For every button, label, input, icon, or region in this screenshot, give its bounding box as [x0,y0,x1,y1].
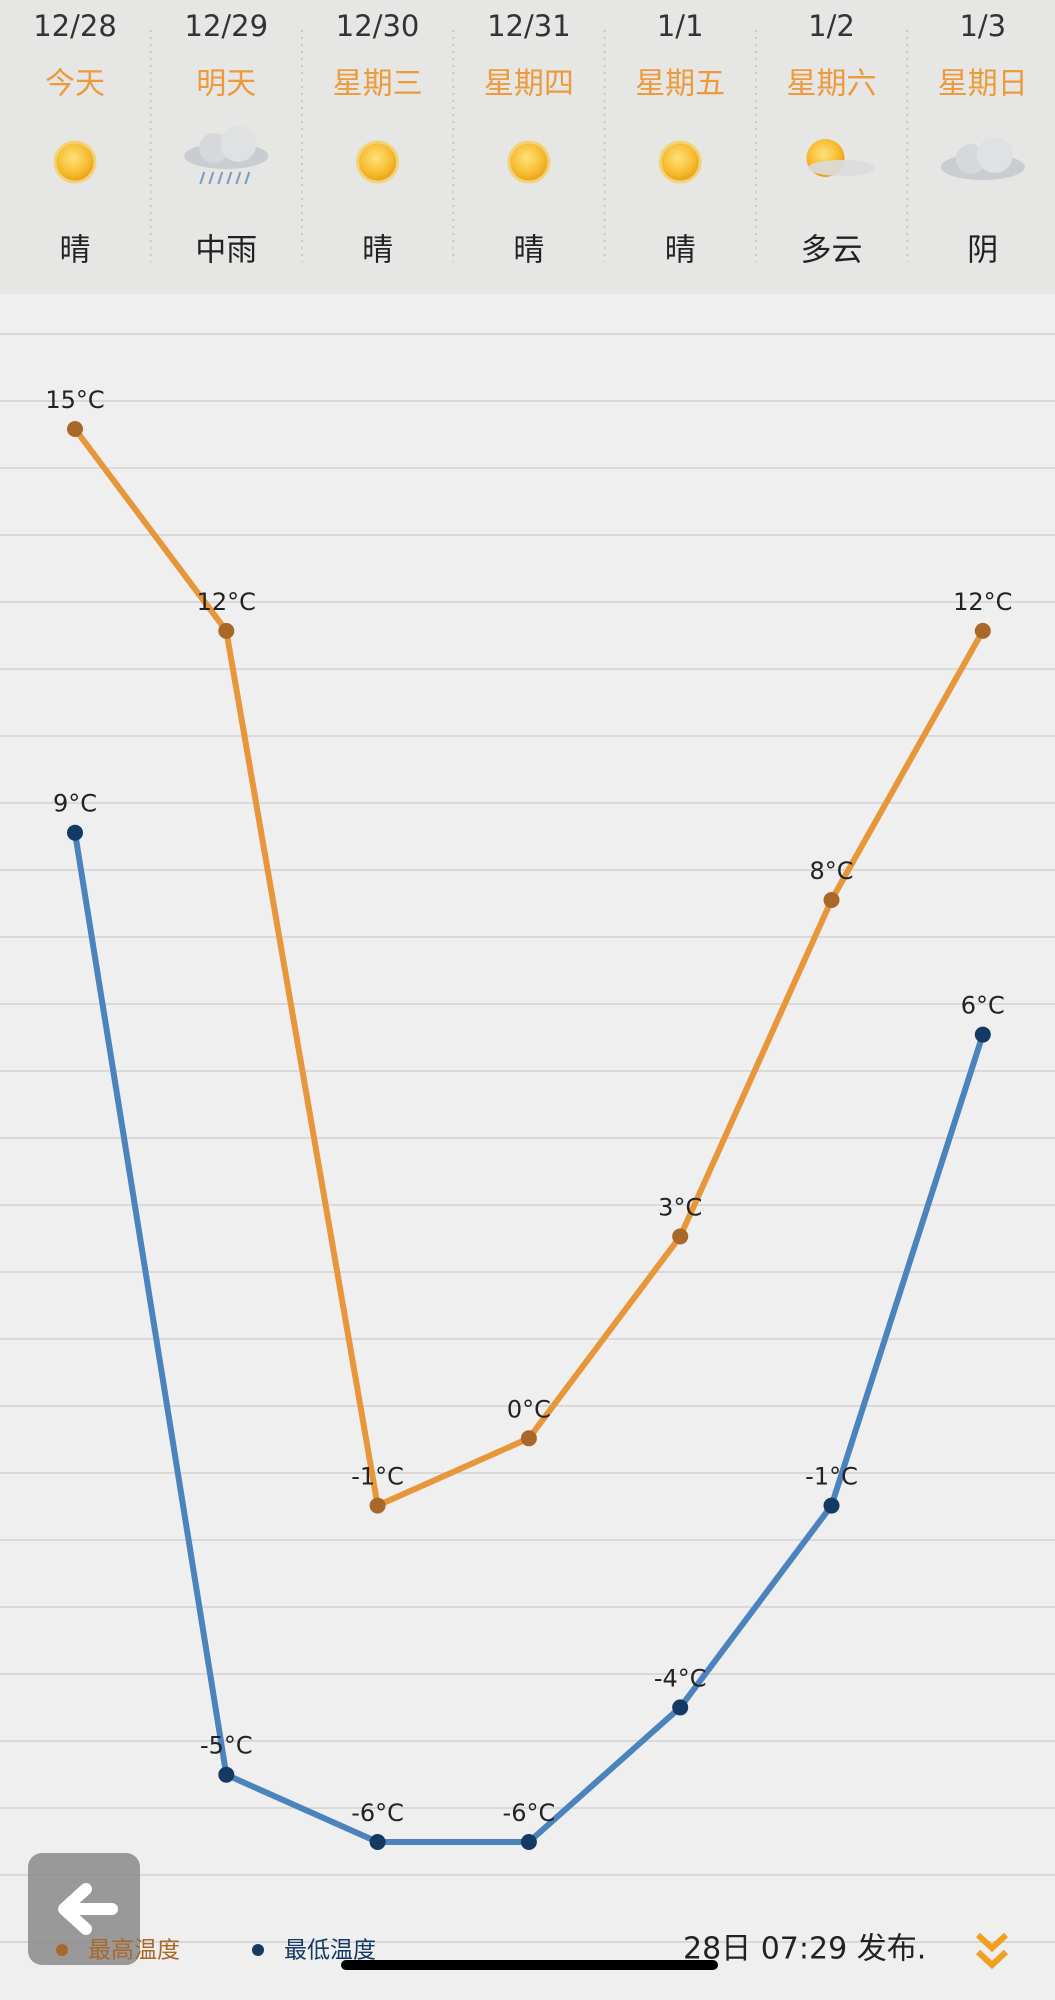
data-label: 12°C [197,588,256,616]
data-point [672,1228,689,1245]
weather-icon [356,140,400,184]
data-label: -1°C [805,1463,858,1491]
weather-icon [184,126,269,185]
data-point [672,1699,689,1716]
forecast-day: 星期五 [635,67,725,102]
rain-drop [208,171,215,185]
forecast-weather: 晴 [513,233,544,269]
data-point [520,1430,537,1447]
data-point [823,1497,840,1514]
rain-drop [244,171,251,185]
data-label: -6°C [351,1799,404,1827]
data-point [823,892,840,908]
data-point [67,421,83,437]
cloud [976,137,1013,173]
data-point [218,622,235,639]
data-point [974,1026,991,1043]
forecast-day: 星期三 [333,67,423,102]
home-indicator [341,1960,718,1970]
publish-time: 28日 07:29 发布. [683,1932,926,1967]
data-label: 9°C [53,790,97,818]
data-label: 8°C [809,857,853,885]
data-point [218,1766,235,1783]
weather-icon [806,139,876,177]
forecast-day: 今天 [45,67,105,102]
data-point [369,1497,386,1514]
data-label: -4°C [654,1664,707,1692]
sun [658,140,702,184]
back-arrow [58,1883,118,1935]
forecast-date: 1/3 [959,9,1006,43]
legend-marker [252,1944,264,1956]
data-label: -5°C [200,1732,253,1760]
rain-drop [226,171,233,185]
forecast-day: 明天 [196,67,256,102]
data-point [369,1834,386,1850]
data-label: 3°C [658,1193,702,1221]
forecast-date: 12/31 [487,9,571,43]
rain-drop [235,171,242,185]
forecast-weather: 晴 [665,233,696,269]
expand-icon[interactable] [975,1932,1009,1970]
forecast-day: 星期六 [787,67,877,102]
forecast-day: 星期四 [484,67,574,102]
forecast-day: 星期日 [938,67,1028,102]
forecast-date: 1/1 [657,9,704,43]
data-point [520,1834,537,1850]
series-line [72,832,986,1845]
forecast-date: 12/28 [33,9,117,43]
weather-icon [658,140,702,184]
weather-icon [940,137,1025,180]
data-point [974,622,991,639]
sun [507,140,551,184]
forecast-date: 12/30 [336,9,420,43]
forecast-date: 12/29 [185,9,269,43]
forecast-date: 1/2 [808,9,855,43]
legend-marker [56,1944,68,1956]
data-label: -1°C [351,1463,404,1491]
sun [53,140,97,184]
data-label: 12°C [953,588,1012,616]
forecast-weather: 阴 [967,233,998,269]
sun [356,140,400,184]
legend-label: 最高温度 [88,1938,180,1964]
data-label: -6°C [503,1799,556,1827]
cloud [220,126,257,162]
data-label: 15°C [45,386,104,414]
rain-drop [217,171,224,185]
legend-label: 最低温度 [284,1938,376,1964]
forecast-weather: 晴 [60,233,91,269]
forecast-weather: 中雨 [195,233,257,269]
cloud [807,160,876,176]
weather-icon [53,140,97,184]
rain-drop [199,171,206,185]
data-label: 6°C [961,992,1005,1020]
forecast-weather: 晴 [362,233,393,269]
forecast-weather: 多云 [801,233,863,269]
data-point [67,824,83,841]
weather-icon [507,140,551,184]
data-label: 0°C [507,1395,551,1423]
